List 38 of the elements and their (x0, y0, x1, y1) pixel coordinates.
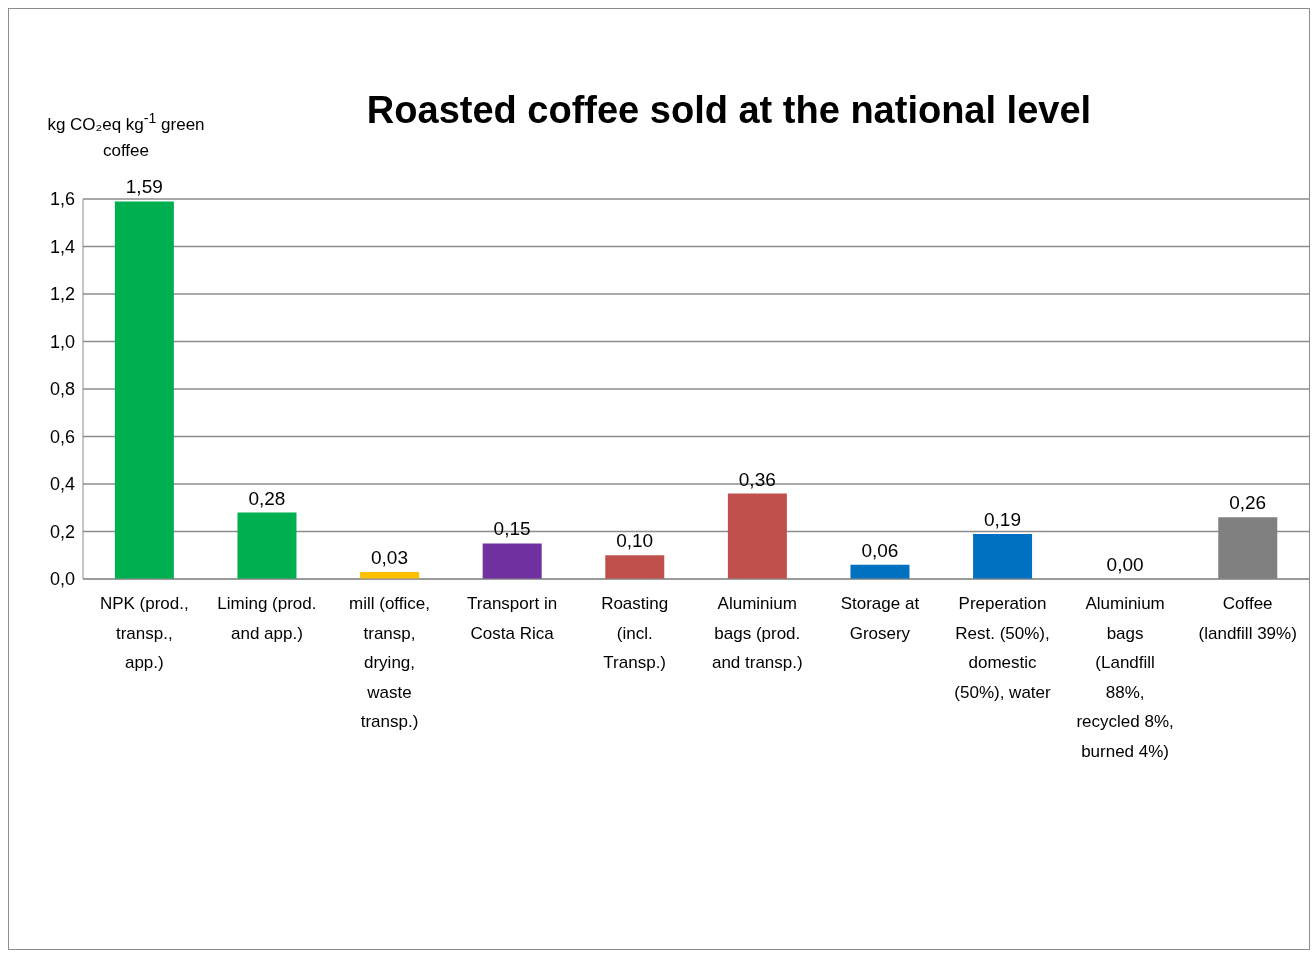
x-tick-label: Roasting (incl. Transp.) (601, 594, 669, 672)
x-tick-label: Coffee (landfill 39%) (1198, 594, 1297, 643)
y-tick-label: 1,2 (49, 284, 75, 305)
x-tick-label: Transport in Costa Rica (467, 594, 558, 643)
bar (973, 533, 1033, 579)
x-tick-label: mill (office, transp, drying, waste transp.) (349, 594, 430, 731)
chart-title: Roasted coffee sold at the national level (365, 89, 1093, 132)
y-tick-label: 1,0 (49, 331, 75, 352)
x-tick-label: Storage at Grosery (840, 594, 920, 643)
x-tick-label: Aluminium bags (prod. and transp.) (711, 594, 803, 672)
data-label: 0,28 (248, 487, 286, 509)
bar (727, 493, 787, 579)
y-tick-label: 0,8 (49, 379, 75, 400)
y-tick-label: 1,6 (49, 189, 75, 210)
data-label: 0,10 (616, 530, 654, 552)
x-tick-label: Preperation Rest. (50%), domestic (50%), water (954, 594, 1052, 702)
bar (114, 201, 174, 579)
y-tick-label: 1,4 (49, 236, 75, 257)
data-label: 0,15 (493, 518, 531, 540)
bar (482, 543, 542, 579)
data-label: 0,26 (1229, 492, 1267, 514)
data-label: 1,59 (125, 176, 163, 198)
data-label: 0,19 (984, 508, 1021, 530)
bar (605, 555, 665, 579)
y-tick-label: 0,6 (49, 426, 75, 447)
y-tick-label: 0,2 (49, 521, 75, 542)
x-tick-label: NPK (prod., transp., app.) (99, 594, 189, 672)
data-label: 0,03 (371, 546, 408, 568)
y-axis-title: kg CO₂eq kg$^{-1}$ green coffee (46, 109, 206, 162)
bar (850, 564, 910, 579)
bar (237, 512, 297, 579)
y-tick-label: 0,0 (49, 569, 75, 590)
x-tick-label: Liming (prod. and app.) (217, 594, 317, 643)
data-label: 0,36 (738, 468, 776, 490)
data-label: 0,00 (1106, 554, 1144, 575)
data-label: 0,06 (861, 539, 899, 561)
y-tick-label: 0,4 (49, 474, 75, 495)
x-tick-label: Aluminium bags (Landfill 88%, recycled 8%, burned 4%) (1076, 594, 1174, 761)
